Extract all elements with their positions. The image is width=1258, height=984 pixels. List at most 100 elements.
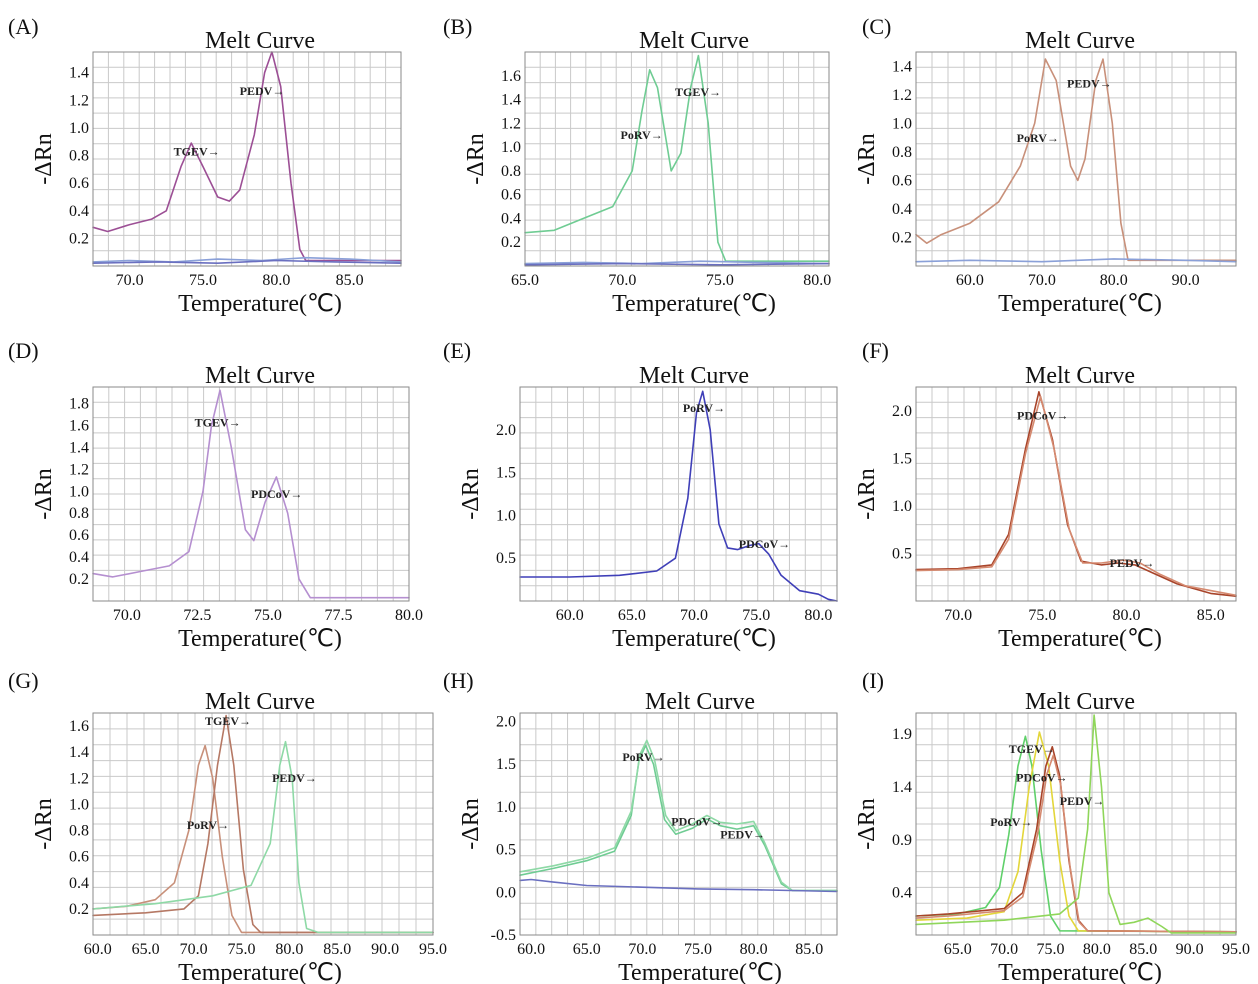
- x-tick-label: 75.0: [227, 941, 255, 958]
- y-tick-label: 2.0: [496, 422, 516, 439]
- x-tick-label: 85.0: [323, 941, 351, 958]
- y-tick-label: 1.2: [69, 92, 89, 109]
- y-tick-label: 1.2: [892, 87, 912, 104]
- peak-annotation: PDCoV→: [671, 815, 722, 829]
- y-tick-label: 0.6: [69, 527, 89, 544]
- grid: [520, 387, 837, 601]
- grid: [520, 713, 837, 935]
- x-tick-label: 85.0: [795, 941, 823, 958]
- y-tick-label: 1.0: [892, 115, 912, 132]
- x-axis-title: Temperature(℃): [178, 291, 342, 317]
- x-tick-label: 75.0: [1028, 607, 1056, 624]
- panel-label: (D): [8, 338, 39, 363]
- y-tick-label: 0.0: [496, 884, 516, 901]
- y-tick-label: 1.0: [892, 498, 912, 515]
- melt-curve-series: [524, 262, 830, 266]
- peak-annotation: PoRV→: [187, 818, 229, 832]
- grid: [916, 387, 1236, 601]
- x-tick-label: 70.0: [608, 272, 636, 289]
- x-tick-label: 90.0: [371, 941, 399, 958]
- panel-label: (E): [443, 338, 471, 363]
- x-tick-label: 70.0: [113, 607, 141, 624]
- y-tick-label: 0.4: [69, 203, 89, 220]
- y-tick-label: 0.8: [69, 148, 89, 165]
- peak-annotation: PDCoV→: [1017, 408, 1068, 422]
- x-tick-label: 60.0: [556, 607, 584, 624]
- x-axis-title: Temperature(℃): [612, 626, 776, 652]
- x-tick-label: 90.0: [1176, 941, 1204, 958]
- x-tick-label: 80.0: [262, 272, 290, 289]
- y-tick-label: 0.8: [892, 144, 912, 161]
- y-tick-label: 0.2: [501, 234, 521, 251]
- plot-frame: [92, 712, 434, 936]
- plot-frame: [915, 712, 1237, 936]
- y-tick-label: 1.6: [501, 68, 521, 85]
- melt-curve-series: [915, 714, 1237, 934]
- y-axis-title: -ΔRn: [854, 798, 880, 849]
- peak-annotation: TGEV→: [174, 145, 220, 159]
- chart-title: Melt Curve: [645, 689, 755, 715]
- grid: [93, 387, 409, 601]
- y-tick-label: 0.4: [892, 201, 912, 218]
- plot-frame: [915, 386, 1237, 602]
- peak-annotation: PDCoV→: [739, 537, 790, 551]
- x-tick-label: 80.0: [395, 607, 423, 624]
- peak-annotation: PDCoV→: [1016, 771, 1067, 785]
- x-tick-label: 80.0: [740, 941, 768, 958]
- melt-curve-series: [92, 714, 434, 934]
- y-tick-label: 0.8: [69, 505, 89, 522]
- chart-title: Melt Curve: [205, 28, 315, 54]
- peak-annotation: PoRV→: [622, 750, 664, 764]
- chart-panel: (C) Melt Curve 60.0 70.0 80.0 90.0 0.2 0.4 0.6 0.…: [854, 14, 1237, 317]
- y-tick-label: 1.4: [69, 744, 89, 761]
- peak-annotation: TGEV→: [205, 714, 251, 728]
- peak-annotation: PoRV→: [683, 401, 725, 415]
- x-axis-title: Temperature(℃): [178, 626, 342, 652]
- x-tick-label: 75.0: [254, 607, 282, 624]
- x-tick-label: 70.0: [628, 941, 656, 958]
- peak-annotation: TGEV→: [675, 85, 721, 99]
- y-axis-title: -ΔRn: [31, 798, 57, 849]
- peak-annotation: TGEV→: [1009, 742, 1055, 756]
- x-tick-label: 80.0: [803, 272, 831, 289]
- x-tick-label: 70.0: [944, 607, 972, 624]
- y-tick-label: 1.0: [496, 799, 516, 816]
- melt-curve-series: [915, 395, 1237, 597]
- x-tick-label: 70.0: [680, 607, 708, 624]
- panel-label: (C): [862, 14, 891, 39]
- y-tick-label: 1.4: [69, 65, 89, 82]
- melt-curve-series: [519, 739, 838, 892]
- y-tick-label: 0.9: [892, 832, 912, 849]
- chart-panel: (I) Melt Curve 65.0 70.0 75.0 80.0 85.0 90.0 95.…: [854, 668, 1250, 984]
- y-tick-label: -0.5: [491, 927, 516, 944]
- y-tick-label: 2.0: [892, 403, 912, 420]
- melt-curve-series: [92, 389, 410, 599]
- y-axis-title: -ΔRn: [854, 468, 880, 519]
- chart-title: Melt Curve: [205, 689, 315, 715]
- y-tick-label: 1.4: [69, 439, 89, 456]
- plot-frame: [524, 51, 830, 267]
- melt-curve-series: [915, 754, 1237, 933]
- y-tick-label: 1.0: [69, 120, 89, 137]
- peak-annotation: PoRV→: [1017, 131, 1059, 145]
- x-axis-title: Temperature(℃): [998, 626, 1162, 652]
- x-tick-label: 80.0: [275, 941, 303, 958]
- y-tick-label: 0.6: [69, 849, 89, 866]
- melt-curve-series: [915, 58, 1237, 262]
- x-tick-label: 65.0: [511, 272, 539, 289]
- y-tick-label: 0.2: [892, 229, 912, 246]
- y-tick-label: 1.9: [892, 726, 912, 743]
- melt-curve-series: [915, 258, 1237, 263]
- y-tick-label: 0.5: [496, 842, 516, 859]
- x-tick-label: 72.5: [183, 607, 211, 624]
- melt-curve-series: [92, 740, 434, 934]
- x-tick-label: 85.0: [1197, 607, 1225, 624]
- chart-panel: (H) Melt Curve 60.0 65.0 70.0 75.0 80.0 85.0 -0.…: [443, 668, 838, 984]
- grid: [525, 52, 829, 266]
- x-tick-label: 60.0: [517, 941, 545, 958]
- y-tick-label: 1.2: [69, 770, 89, 787]
- x-tick-label: 65.0: [618, 607, 646, 624]
- grid: [93, 52, 401, 266]
- x-tick-label: 75.0: [684, 941, 712, 958]
- chart-title: Melt Curve: [639, 363, 749, 389]
